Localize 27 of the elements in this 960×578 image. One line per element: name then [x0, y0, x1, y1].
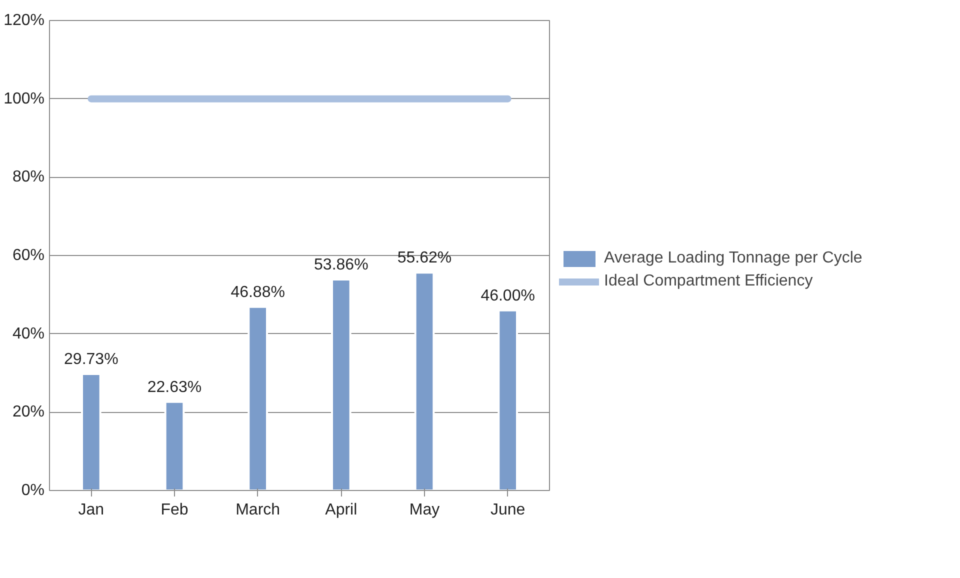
legend-label: Average Loading Tonnage per Cycle	[604, 249, 862, 267]
legend-label: Ideal Compartment Efficiency	[604, 272, 813, 290]
data-label: 22.63%	[147, 378, 202, 396]
x-tick-label: April	[325, 502, 358, 518]
x-tick-label: Jan	[78, 502, 104, 518]
bar	[498, 309, 518, 490]
bar	[81, 373, 102, 490]
data-label: 29.73%	[64, 351, 118, 368]
data-label: 55.62%	[397, 250, 452, 267]
bar	[414, 272, 435, 490]
bar	[331, 278, 352, 490]
y-tick-label: 40%	[12, 325, 45, 342]
x-tick-label: Feb	[160, 502, 188, 518]
y-tick-label: 80%	[12, 168, 45, 186]
y-tick-label: 20%	[12, 404, 45, 421]
y-tick-label: 120%	[4, 12, 44, 29]
data-label: 46.00%	[480, 287, 535, 304]
x-tick-label: June	[490, 502, 526, 518]
y-tick-label: 60%	[12, 247, 45, 264]
y-tick-label: 100%	[4, 90, 44, 108]
data-label: 46.88%	[230, 284, 285, 301]
x-tick-label: March	[236, 502, 280, 518]
data-label: 53.86%	[314, 256, 368, 274]
bar	[248, 306, 268, 490]
y-tick-label: 0%	[21, 482, 44, 499]
bar	[164, 400, 185, 490]
x-tick-label: May	[409, 502, 440, 518]
